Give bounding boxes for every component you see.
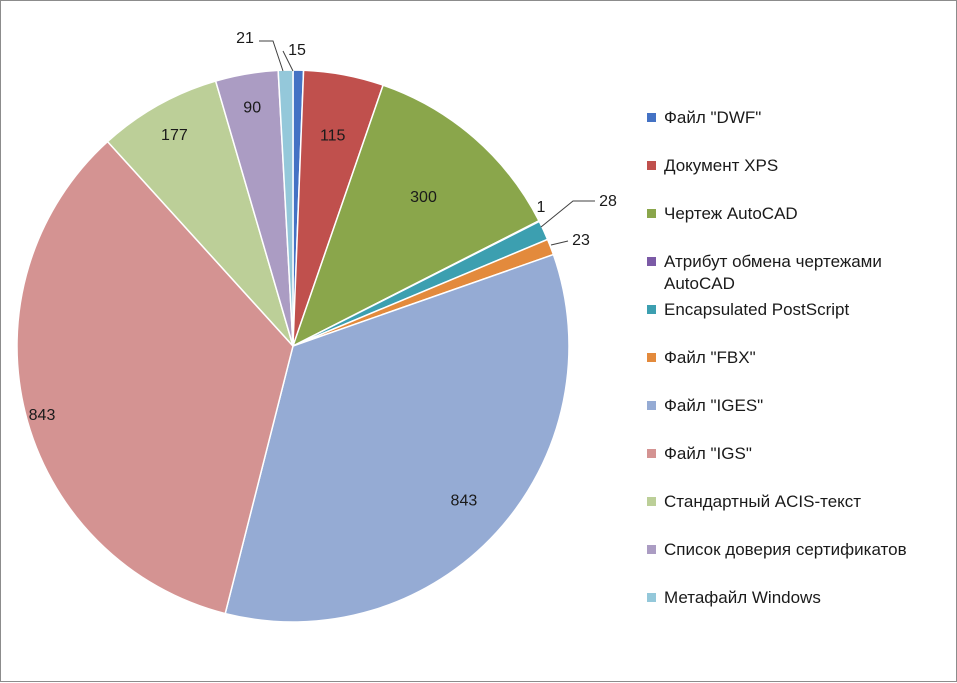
- legend-label: Список доверия сертификатов: [664, 540, 907, 559]
- legend-item-список-доверия-сертификатов: Список доверия сертификатов: [647, 539, 907, 561]
- leader-line: [282, 50, 294, 72]
- data-label-файл-iges: 843: [451, 492, 478, 509]
- pie-slice-стандартный-acis-текст: [106, 80, 294, 347]
- leader-lines: [259, 40, 595, 246]
- data-label-файл-fbx: 23: [572, 232, 590, 249]
- legend-label: Метафайл Windows: [664, 588, 821, 607]
- leader-line: [540, 200, 595, 228]
- data-labels: 15 115 300 1 28 23 843 843 177 90 21: [29, 30, 617, 509]
- data-label-файл-dwf: 15: [288, 42, 306, 59]
- data-label-метафайл-windows: 21: [236, 30, 254, 47]
- legend-label: Файл "FBX": [664, 348, 756, 367]
- legend-item-encapsulated-postscript: Encapsulated PostScript: [647, 299, 849, 321]
- legend-swatch: [647, 305, 656, 314]
- pie-slice-файл-igs: [16, 140, 294, 615]
- legend-label: Файл "DWF": [664, 108, 762, 127]
- data-label-чертеж-autocad: 300: [410, 189, 437, 206]
- legend-item-метафайл-windows: Метафайл Windows: [647, 587, 821, 609]
- legend-item-чертеж-autocad: Чертеж AutoCAD: [647, 203, 798, 225]
- legend-label: Документ XPS: [664, 156, 779, 175]
- legend-label: Encapsulated PostScript: [664, 300, 850, 319]
- legend-item-файл-fbx: Файл "FBX": [647, 347, 756, 369]
- legend-item-документ-xps: Документ XPS: [647, 155, 778, 177]
- legend-swatch: [647, 161, 656, 170]
- legend-swatch: [647, 209, 656, 218]
- legend-item-файл-dwf: Файл "DWF": [647, 107, 761, 129]
- legend-swatch: [647, 113, 656, 122]
- legend-swatch: [647, 401, 656, 410]
- data-label-encapsulated-postscript: 28: [599, 193, 617, 210]
- data-label-стандартный-acis-текст: 177: [161, 127, 188, 144]
- legend-item-атрибут-обмена-чертежами-autocad: Атрибут обмена чертежами AutoCAD: [647, 251, 934, 295]
- legend-label: Атрибут обмена чертежами AutoCAD: [664, 252, 882, 293]
- legend-item-файл-iges: Файл "IGES": [647, 395, 763, 417]
- pie-slices: [16, 69, 570, 623]
- legend-label: Файл "IGES": [664, 396, 764, 415]
- pie-slice-чертеж-autocad: [291, 84, 540, 348]
- legend-label: Файл "IGS": [664, 444, 752, 463]
- legend-swatch: [647, 257, 656, 266]
- data-label-документ-xps: 115: [320, 127, 346, 144]
- data-label-файл-igs: 843: [29, 407, 56, 424]
- legend-swatch: [647, 545, 656, 554]
- data-label-список-доверия-сертификатов: 90: [243, 100, 261, 117]
- legend-swatch: [647, 353, 656, 362]
- legend-swatch: [647, 497, 656, 506]
- legend-label: Чертеж AutoCAD: [664, 204, 798, 223]
- legend-label: Стандартный ACIS-текст: [664, 492, 862, 511]
- legend-swatch: [647, 449, 656, 458]
- leader-line: [259, 40, 284, 72]
- legend-item-файл-igs: Файл "IGS": [647, 443, 752, 465]
- leader-line: [550, 240, 569, 246]
- legend-item-стандартный-acis-текст: Стандартный ACIS-текст: [647, 491, 861, 513]
- pie-slice-файл-iges: [224, 253, 570, 623]
- data-label-атрибут-обмена-чертежами-autocad: 1: [537, 199, 546, 216]
- legend-swatch: [647, 593, 656, 602]
